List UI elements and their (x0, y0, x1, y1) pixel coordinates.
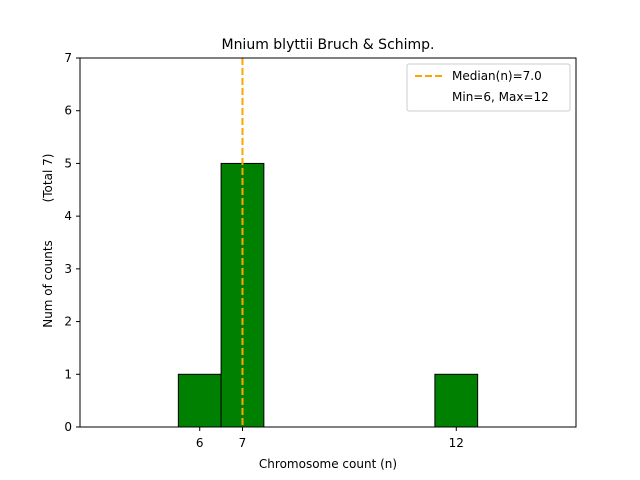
chart-title: Mnium blyttii Bruch & Schimp. (221, 37, 434, 53)
histogram-bar (434, 373, 479, 428)
legend-entry-median: Median(n)=7.0 (452, 69, 542, 83)
y-axis-label: Num of counts (41, 240, 55, 328)
x-axis-ticks: 6 7 12 (196, 427, 464, 450)
y-tick-label: 5 (64, 156, 72, 170)
histogram-bar (177, 373, 222, 428)
y-tick-label: 6 (64, 104, 72, 118)
plot-area-frame (79, 57, 577, 428)
y-tick-label: 3 (64, 262, 72, 276)
x-axis-label: Chromosome count (n) (259, 457, 397, 471)
y-tick-label: 1 (64, 367, 72, 381)
x-tick-label: 6 (196, 436, 204, 450)
y-axis-ticks: 0 1 2 3 4 5 6 7 (64, 51, 80, 434)
x-tick-label: 7 (239, 436, 247, 450)
y-tick-label: 4 (64, 209, 72, 223)
legend-box (406, 63, 571, 112)
legend-entry-min-max: Min=6, Max=12 (452, 90, 549, 104)
x-tick-label: 12 (449, 436, 464, 450)
y-axis-total-note: (Total 7) (41, 154, 55, 203)
legend: Median(n)=7.0 Min=6, Max=12 (406, 63, 571, 112)
y-tick-label: 0 (64, 420, 72, 434)
y-tick-label: 7 (64, 51, 72, 65)
bars-layer (177, 162, 479, 428)
y-tick-label: 2 (64, 315, 72, 329)
